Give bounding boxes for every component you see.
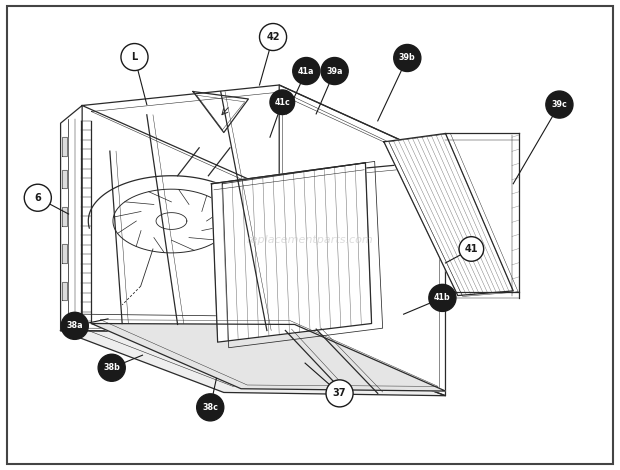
Text: 38b: 38b	[104, 363, 120, 372]
Polygon shape	[61, 105, 82, 330]
Ellipse shape	[61, 313, 88, 339]
Text: 39c: 39c	[552, 100, 567, 109]
Ellipse shape	[326, 380, 353, 407]
Ellipse shape	[98, 354, 125, 381]
Text: 37: 37	[333, 388, 347, 399]
Polygon shape	[62, 170, 68, 188]
Ellipse shape	[260, 24, 286, 51]
Ellipse shape	[270, 90, 294, 115]
Polygon shape	[279, 85, 446, 396]
Text: 41b: 41b	[434, 293, 451, 302]
Text: 6: 6	[35, 193, 41, 203]
Polygon shape	[62, 207, 68, 226]
Ellipse shape	[321, 57, 348, 85]
Polygon shape	[62, 282, 68, 300]
Ellipse shape	[546, 91, 573, 118]
Polygon shape	[211, 163, 371, 342]
Polygon shape	[61, 330, 446, 396]
Ellipse shape	[293, 57, 320, 85]
Ellipse shape	[429, 284, 456, 312]
Text: 42: 42	[267, 32, 280, 42]
Polygon shape	[62, 137, 68, 156]
Ellipse shape	[394, 45, 421, 71]
Ellipse shape	[459, 237, 484, 261]
Polygon shape	[62, 244, 68, 263]
Text: 41a: 41a	[298, 67, 314, 76]
Text: L: L	[131, 52, 138, 62]
Text: 41c: 41c	[275, 98, 290, 107]
Text: replacementparts.com: replacementparts.com	[247, 235, 373, 245]
Text: 38a: 38a	[66, 321, 83, 330]
Text: 38c: 38c	[202, 403, 218, 412]
Polygon shape	[91, 323, 446, 391]
Ellipse shape	[24, 184, 51, 211]
Polygon shape	[384, 133, 513, 296]
Ellipse shape	[121, 44, 148, 70]
Polygon shape	[82, 85, 446, 179]
Text: 41: 41	[464, 244, 478, 254]
Text: 39a: 39a	[326, 67, 343, 76]
Ellipse shape	[197, 394, 224, 421]
Text: 39b: 39b	[399, 54, 415, 63]
